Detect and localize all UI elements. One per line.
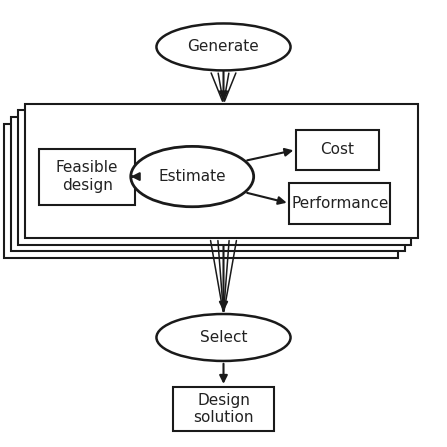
Text: Cost: Cost [320, 142, 354, 157]
Ellipse shape [156, 314, 291, 361]
Text: Estimate: Estimate [158, 169, 226, 184]
Text: Design
solution: Design solution [193, 393, 254, 425]
Text: Performance: Performance [291, 196, 388, 211]
Text: Select: Select [200, 330, 247, 345]
Bar [25, 104, 418, 238]
Ellipse shape [156, 24, 291, 70]
Bar [296, 130, 379, 170]
Bar [290, 183, 390, 224]
Bar [39, 148, 135, 205]
Bar [18, 110, 411, 245]
Text: Generate: Generate [188, 39, 259, 55]
Bar [4, 124, 398, 258]
Bar [173, 387, 274, 431]
Ellipse shape [131, 147, 254, 207]
Bar [11, 117, 405, 251]
Text: Feasible
design: Feasible design [56, 160, 118, 193]
